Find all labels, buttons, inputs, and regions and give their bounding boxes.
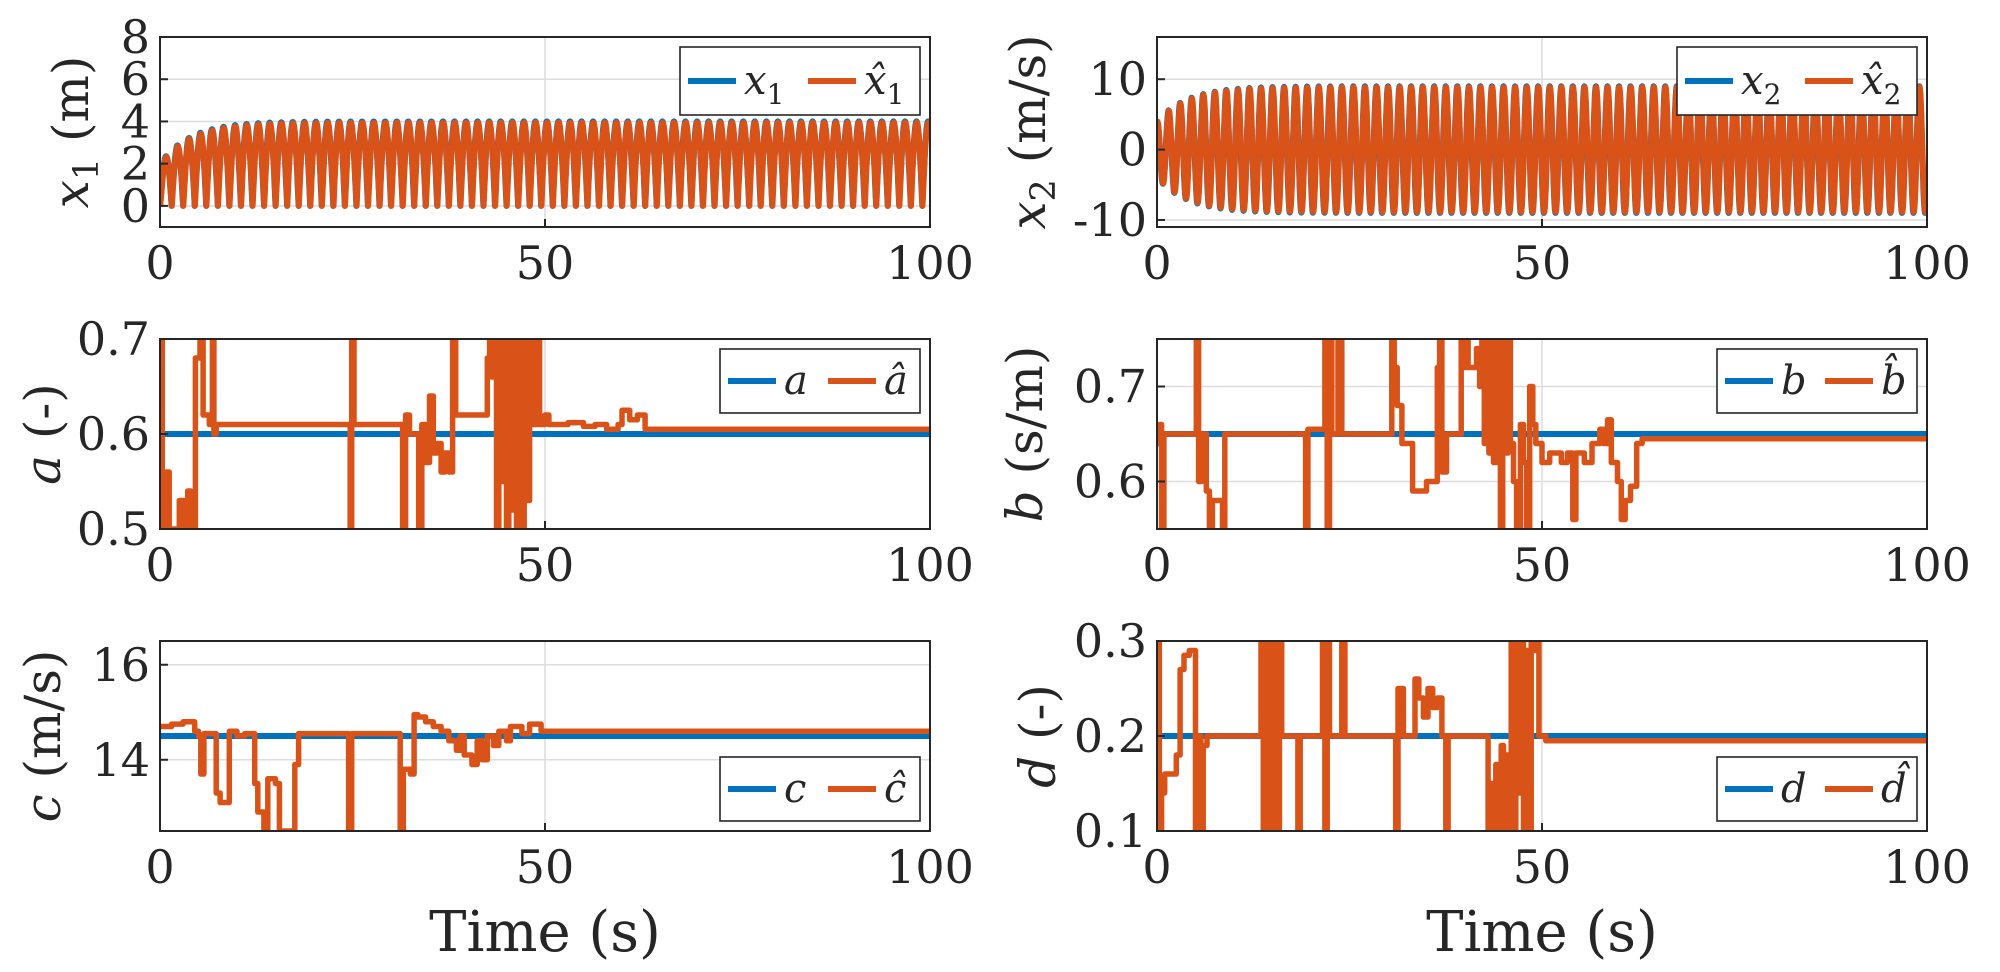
- x-tick-label: 50: [1513, 538, 1572, 592]
- x-tick-label: 100: [1883, 538, 1971, 592]
- legend-label: d: [1781, 766, 1807, 812]
- subplot-a: 0 50 100 0.7 0.6 0.5a (-) a â: [14, 312, 974, 592]
- x-tick-label: 100: [1883, 236, 1971, 290]
- legend-label: x1: [744, 58, 784, 111]
- y-tick-label: 0.5: [77, 502, 150, 556]
- legend-label: x̂1: [864, 58, 904, 111]
- x-tick-label: 0: [1142, 538, 1171, 592]
- legend-a: a â: [719, 348, 921, 414]
- y-tick-label: 0: [1118, 123, 1147, 177]
- y-axis-label-c: c (m/s): [14, 650, 72, 823]
- legend-d: d d̂: [1716, 756, 1918, 822]
- y-tick-label: 0.6: [77, 407, 150, 461]
- y-tick-label: 0: [121, 179, 150, 233]
- y-axis-label-a: a (-): [14, 383, 72, 485]
- y-axis-label-b: b (s/m): [996, 346, 1054, 523]
- series-group-c: [160, 711, 930, 831]
- y-tick-label: 16: [91, 638, 150, 692]
- x-tick-label: 50: [516, 538, 575, 592]
- series-group-b: [1157, 339, 1927, 529]
- subplot-b: 0 50 100 0.7 0.6 b (s/m) b b̂: [996, 338, 1971, 592]
- y-axis-label-x1: x1 (m): [42, 56, 107, 209]
- x-axis-label-c: Time (s): [429, 900, 661, 965]
- x-tick-label: 0: [1142, 840, 1171, 894]
- legend-b: b b̂: [1716, 348, 1918, 414]
- x-tick-label: 50: [1513, 840, 1572, 894]
- x-tick-label: 50: [1513, 236, 1572, 290]
- x-tick-label: 100: [886, 236, 974, 290]
- y-tick-label: 10: [1088, 52, 1147, 106]
- legend-label: d̂: [1881, 762, 1911, 812]
- y-tick-label: 8: [121, 10, 150, 64]
- series-group-d: [1157, 641, 1927, 831]
- legend-label: c: [784, 766, 806, 812]
- y-tick-label: 0.7: [1074, 360, 1147, 414]
- y-tick-label: 0.3: [1074, 614, 1147, 668]
- series-group-x1: [160, 118, 930, 209]
- x-tick-label: 50: [516, 840, 575, 894]
- y-tick-label: 6: [121, 52, 150, 106]
- x-tick-label: 0: [1142, 236, 1171, 290]
- x-tick-label: 100: [886, 538, 974, 592]
- x-tick-label: 100: [886, 840, 974, 894]
- y-tick-label: 0.7: [77, 312, 150, 366]
- x-tick-label: 0: [145, 236, 174, 290]
- legend-x2: x2 x̂2: [1676, 46, 1918, 116]
- legend-c: c ĉ: [719, 756, 921, 822]
- legend-label: x̂2: [1861, 58, 1901, 111]
- subplot-c: 0 50 100 16 14 c (m/s) Time (s) c ĉ: [14, 638, 974, 965]
- x-axis-label-d: Time (s): [1426, 900, 1658, 965]
- series-estimate-c: [160, 711, 930, 831]
- x-tick-label: 0: [145, 840, 174, 894]
- legend-label: x2: [1741, 58, 1781, 111]
- legend-label: b: [1781, 358, 1807, 404]
- series-estimate-x1: [160, 119, 930, 209]
- series-group-a: [160, 339, 930, 529]
- y-axis-label-d: d (-): [1009, 684, 1067, 788]
- legend-label: b̂: [1881, 354, 1907, 404]
- legend-label: ĉ: [884, 766, 906, 812]
- y-tick-label: 14: [91, 733, 150, 787]
- y-tick-label: 0.1: [1074, 804, 1147, 858]
- series-group-x2: [1157, 83, 1927, 216]
- y-tick-label: -10: [1073, 193, 1147, 247]
- series-estimate-a: [160, 339, 930, 529]
- series-estimate-x2: [1157, 84, 1927, 215]
- x-tick-label: 50: [516, 236, 575, 290]
- y-axis-label-x2: x2 (m/s): [999, 34, 1064, 229]
- y-tick-label: 0.6: [1074, 455, 1147, 509]
- y-tick-label: 4: [121, 94, 150, 148]
- x-tick-label: 0: [145, 538, 174, 592]
- legend-label: a: [784, 358, 808, 404]
- x-tick-label: 100: [1883, 840, 1971, 894]
- legend-x1: x1 x̂1: [679, 46, 921, 116]
- y-tick-label: 2: [121, 137, 150, 191]
- subplot-d: 0 50 100 0.3 0.2 0.1d (-) Time (s) d d̂: [1009, 614, 1971, 965]
- series-estimate-b: [1157, 339, 1927, 529]
- series-estimate-d: [1157, 641, 1927, 831]
- y-tick-label: 0.2: [1074, 709, 1147, 763]
- legend-label: â: [884, 358, 908, 404]
